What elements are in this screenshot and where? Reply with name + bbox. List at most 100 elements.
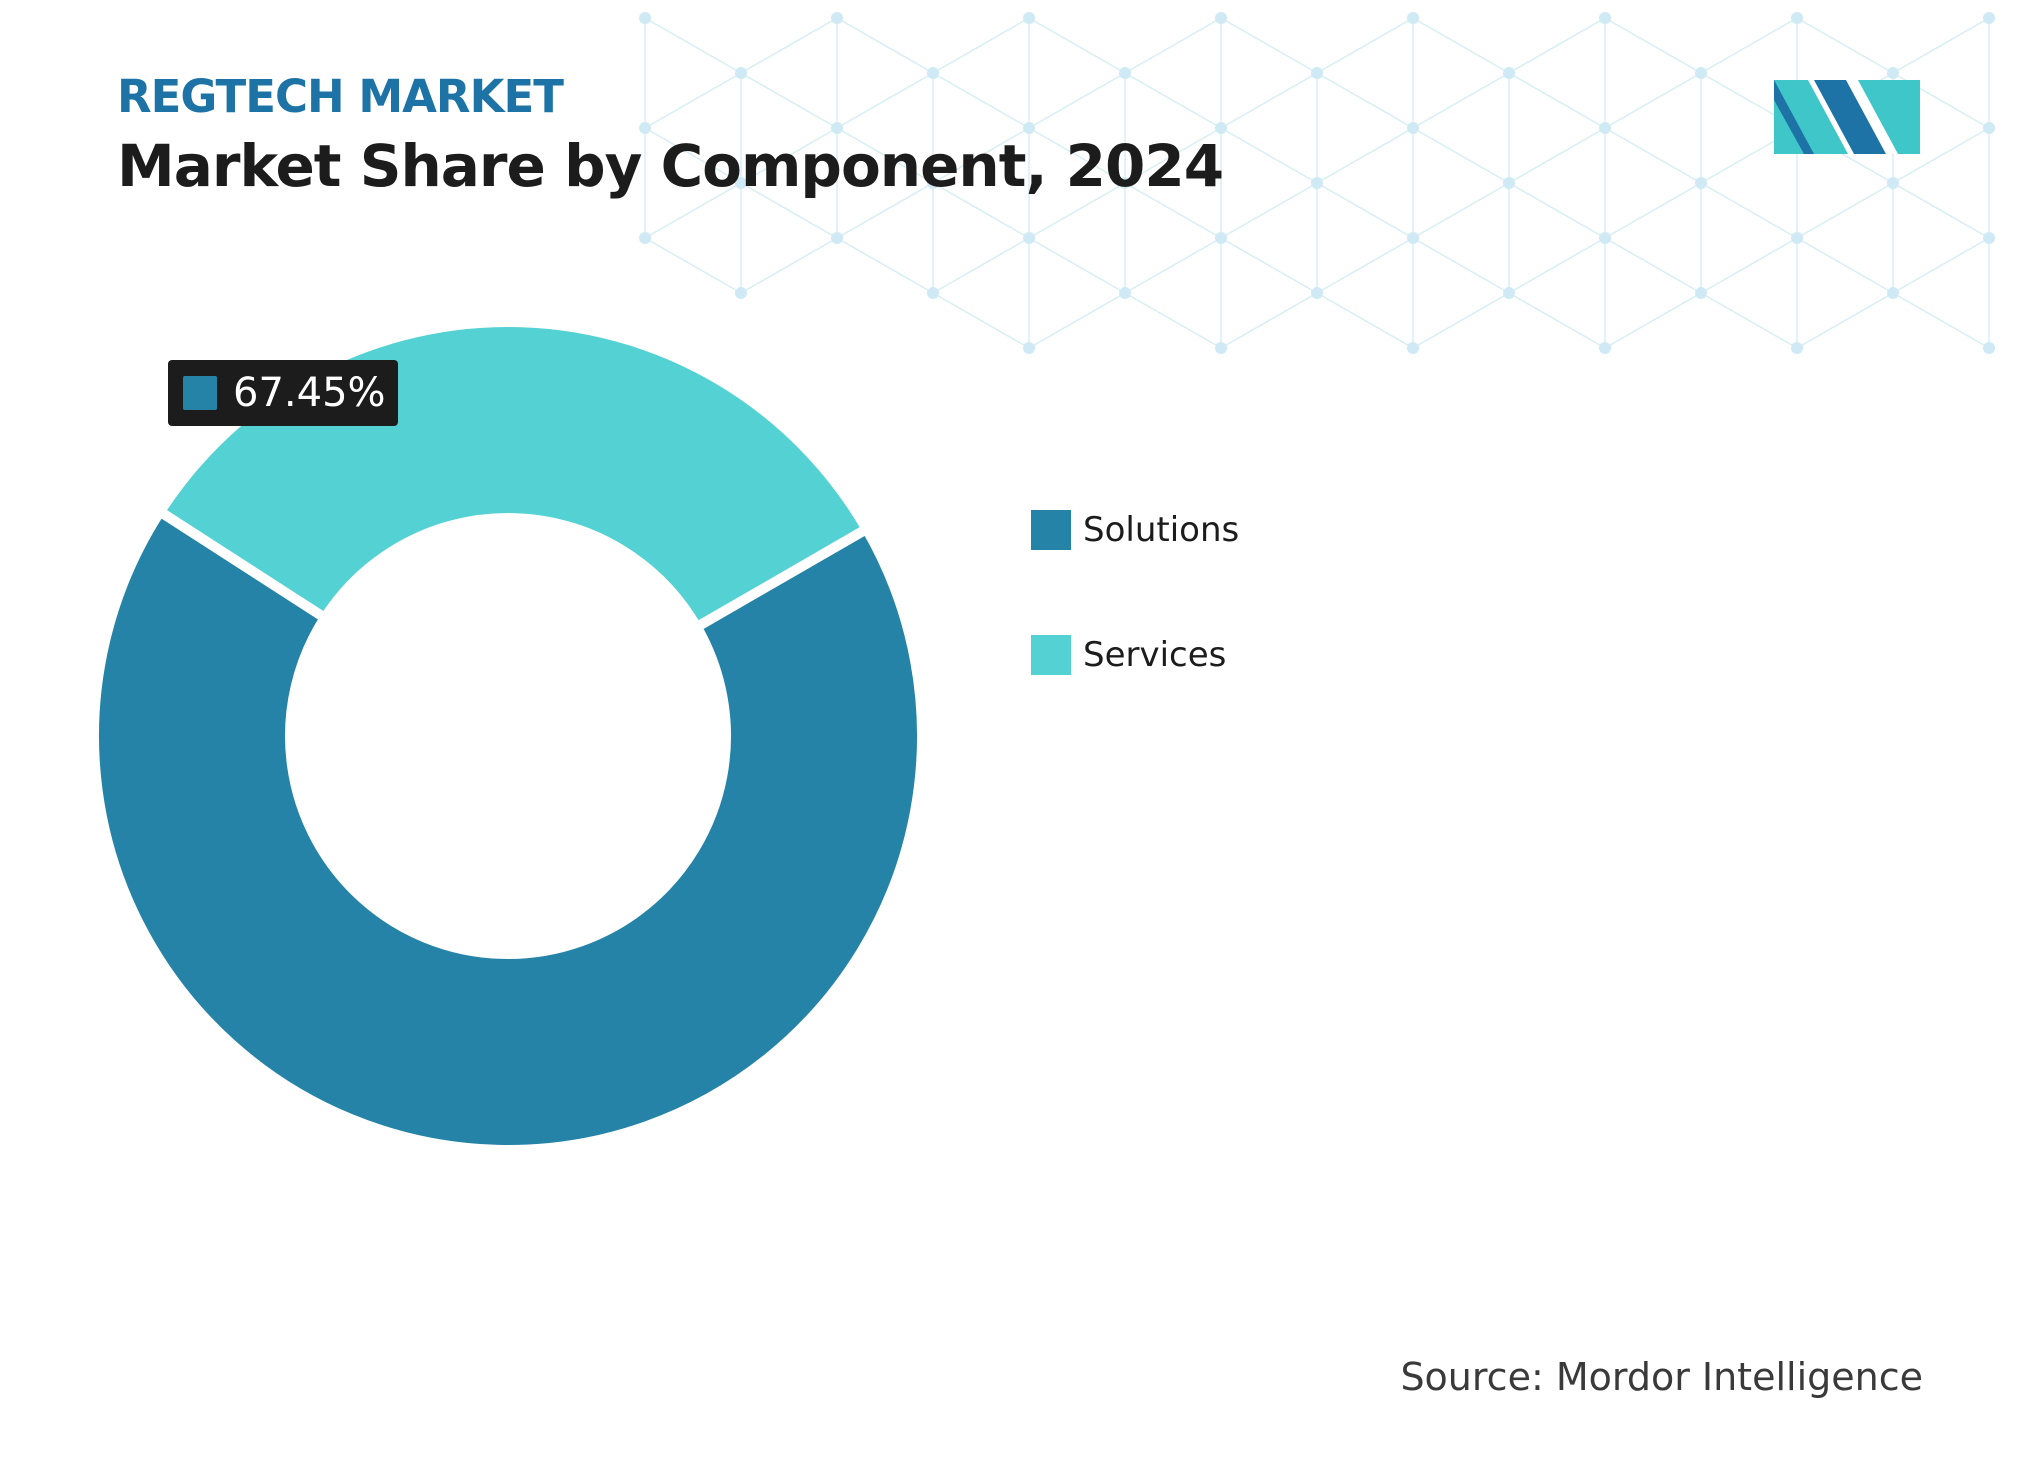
bg-pattern-line [932,292,1030,349]
bg-pattern-line [1316,237,1414,294]
bg-pattern-dot [1503,177,1515,189]
bg-pattern-line [1604,127,1702,184]
bg-pattern-dot [1023,122,1035,134]
bg-pattern-line [1412,127,1510,184]
bg-pattern-dot [1791,12,1803,24]
bg-pattern-line [1124,72,1222,129]
source-credit: Source: Mordor Intelligence [1400,1355,1923,1399]
bg-pattern-dot [1407,232,1419,244]
bg-pattern-line [1028,127,1126,184]
bg-pattern-line [1028,292,1126,349]
chart-legend: Solutions Services [1031,500,1239,750]
legend-swatch-solutions [1031,510,1071,550]
bg-pattern-line [1508,237,1606,294]
bg-pattern-line [1124,292,1222,349]
bg-pattern-line [1220,237,1318,294]
bg-pattern-line [1604,237,1702,294]
bg-pattern-dot [639,122,651,134]
bg-pattern-line [1604,17,1702,74]
bg-pattern-line [1028,182,1126,239]
bg-pattern-line [932,72,1030,129]
bg-pattern-line [1892,127,1990,184]
bg-pattern-line [740,182,838,239]
bg-pattern-dot [1695,287,1707,299]
bg-pattern-dot [1119,67,1131,79]
bg-pattern-line [1124,237,1222,294]
bg-pattern-line [1700,182,1798,239]
bg-pattern-dot [1887,287,1899,299]
bg-pattern-line [1316,292,1414,349]
bg-pattern-line [1220,17,1318,74]
bg-pattern-dot [1215,12,1227,24]
bg-pattern-dot [1407,342,1419,354]
bg-pattern-dot [735,177,747,189]
bg-pattern-line [1892,292,1990,349]
bg-pattern-line [1220,292,1318,349]
bg-pattern-line [1028,17,1126,74]
chart-title: Market Share by Component, 2024 [117,132,1224,200]
bg-pattern-dot [1599,342,1611,354]
bg-pattern-line [1796,292,1894,349]
bg-pattern-line [1124,182,1222,239]
bg-pattern-line [1220,127,1318,184]
bg-pattern-line [1412,17,1510,74]
bg-pattern-dot [1023,12,1035,24]
legend-swatch-services [1031,635,1071,675]
bg-pattern-dot [831,232,843,244]
bg-pattern-line [836,17,934,74]
mordor-intelligence-logo-icon [1774,80,1920,154]
bg-pattern-line [740,237,838,294]
data-label-swatch [183,376,217,410]
legend-label-services: Services [1083,635,1227,675]
bg-pattern-line [1316,182,1414,239]
legend-item-services[interactable]: Services [1031,625,1239,685]
bg-pattern-line [1220,182,1318,239]
bg-pattern-line [1316,17,1414,74]
bg-pattern-line [1508,72,1606,129]
bg-pattern-line [1508,127,1606,184]
donut-slice-solutions[interactable] [89,504,927,1155]
bg-pattern-dot [1503,287,1515,299]
bg-pattern-line [1412,72,1510,129]
legend-label-solutions: Solutions [1083,510,1240,550]
bg-pattern-line [932,237,1030,294]
bg-pattern-line [1700,292,1798,349]
bg-pattern-dot [1215,232,1227,244]
bg-pattern-dot [1791,232,1803,244]
bg-pattern-dot [1215,122,1227,134]
bg-pattern-line [1892,237,1990,294]
bg-pattern-dot [831,12,843,24]
bg-pattern-line [1700,237,1798,294]
bg-pattern-line [1316,72,1414,129]
legend-item-solutions[interactable]: Solutions [1031,500,1239,560]
bg-pattern-line [644,237,742,294]
bg-pattern-dot [1215,342,1227,354]
bg-pattern-line [1124,17,1222,74]
bg-pattern-line [644,182,742,239]
bg-pattern-line [836,237,934,294]
bg-pattern-dot [1119,177,1131,189]
bg-pattern-dot [1983,12,1995,24]
bg-pattern-dot [1599,122,1611,134]
bg-pattern-dot [927,67,939,79]
data-label-value: 67.45% [233,370,386,416]
bg-pattern-dot [927,287,939,299]
data-label-solutions: 67.45% [168,360,398,426]
bg-pattern-line [1028,72,1126,129]
bg-pattern-line [644,72,742,129]
bg-pattern-line [1892,17,1990,74]
bg-pattern-line [1124,127,1222,184]
bg-pattern-dot [735,287,747,299]
bg-pattern-line [836,127,934,184]
bg-pattern-dot [1983,342,1995,354]
bg-pattern-line [1508,182,1606,239]
bg-pattern-dot [1407,12,1419,24]
bg-pattern-dot [1695,177,1707,189]
bg-pattern-line [932,127,1030,184]
bg-pattern-dot [639,232,651,244]
bg-pattern-dot [1119,287,1131,299]
bg-pattern-line [932,182,1030,239]
bg-pattern-dot [735,67,747,79]
bg-pattern-dot [639,12,651,24]
